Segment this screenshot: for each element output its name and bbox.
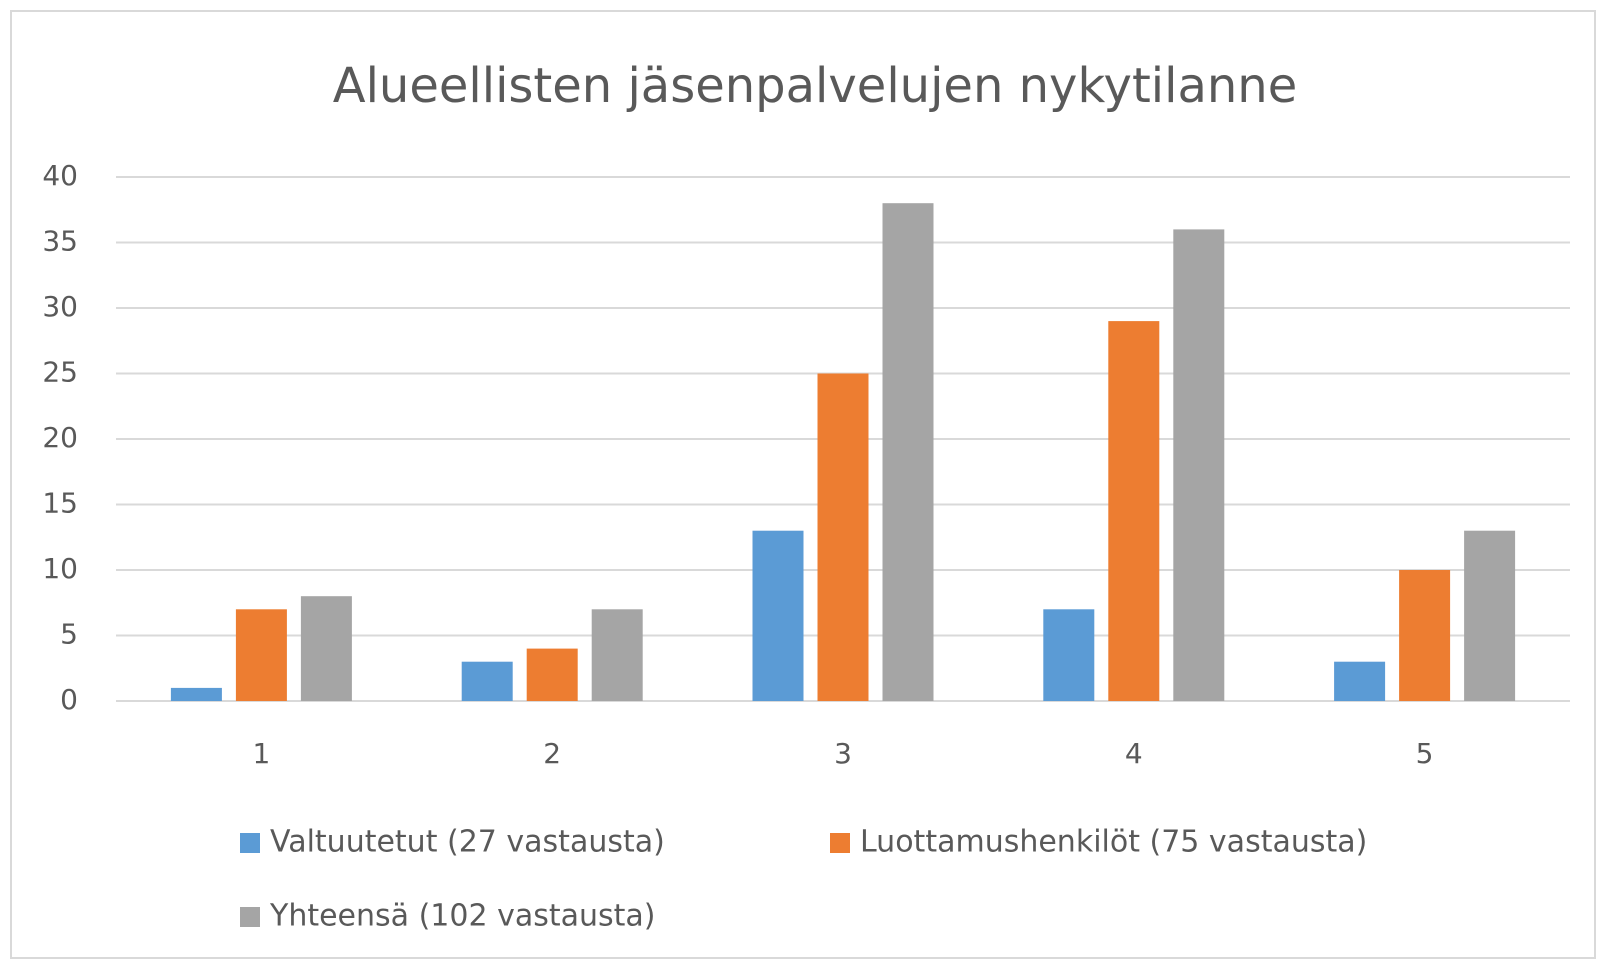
- bar: [817, 373, 869, 701]
- bar: [1173, 229, 1225, 701]
- y-tick-label: 0: [60, 683, 78, 716]
- y-tick-label: 35: [42, 225, 78, 258]
- bar: [882, 203, 934, 701]
- y-tick-label: 10: [42, 552, 78, 585]
- legend-swatch: [830, 833, 850, 853]
- bar: [461, 661, 513, 701]
- legend-swatch: [240, 907, 260, 927]
- bar: [1464, 530, 1516, 701]
- y-tick-label: 30: [42, 290, 78, 323]
- legend-swatch: [240, 833, 260, 853]
- y-tick-label: 40: [42, 159, 78, 192]
- bar: [235, 609, 287, 701]
- y-tick-label: 25: [42, 356, 78, 389]
- chart-title: Alueellisten jäsenpalvelujen nykytilanne: [333, 58, 1297, 114]
- x-tick-label: 2: [543, 737, 561, 770]
- bar: [752, 530, 804, 701]
- x-tick-label: 4: [1125, 737, 1143, 770]
- bar: [1108, 321, 1160, 701]
- x-tick-label: 1: [252, 737, 270, 770]
- bar: [300, 596, 352, 701]
- bar: [526, 648, 578, 701]
- legend-label: Luottamushenkilöt (75 vastausta): [860, 825, 1367, 860]
- y-tick-label: 20: [42, 421, 78, 454]
- bar: [170, 687, 222, 701]
- bar: [591, 609, 643, 701]
- y-tick-label: 15: [42, 487, 78, 520]
- bar: [1334, 661, 1386, 701]
- x-tick-label: 5: [1416, 737, 1434, 770]
- bar: [1399, 570, 1451, 701]
- chart-border: [10, 10, 1596, 959]
- legend-label: Valtuutetut (27 vastausta): [270, 825, 665, 860]
- bar: [1043, 609, 1095, 701]
- x-tick-label: 3: [834, 737, 852, 770]
- y-tick-label: 5: [60, 618, 78, 651]
- legend-label: Yhteensä (102 vastausta): [269, 899, 656, 934]
